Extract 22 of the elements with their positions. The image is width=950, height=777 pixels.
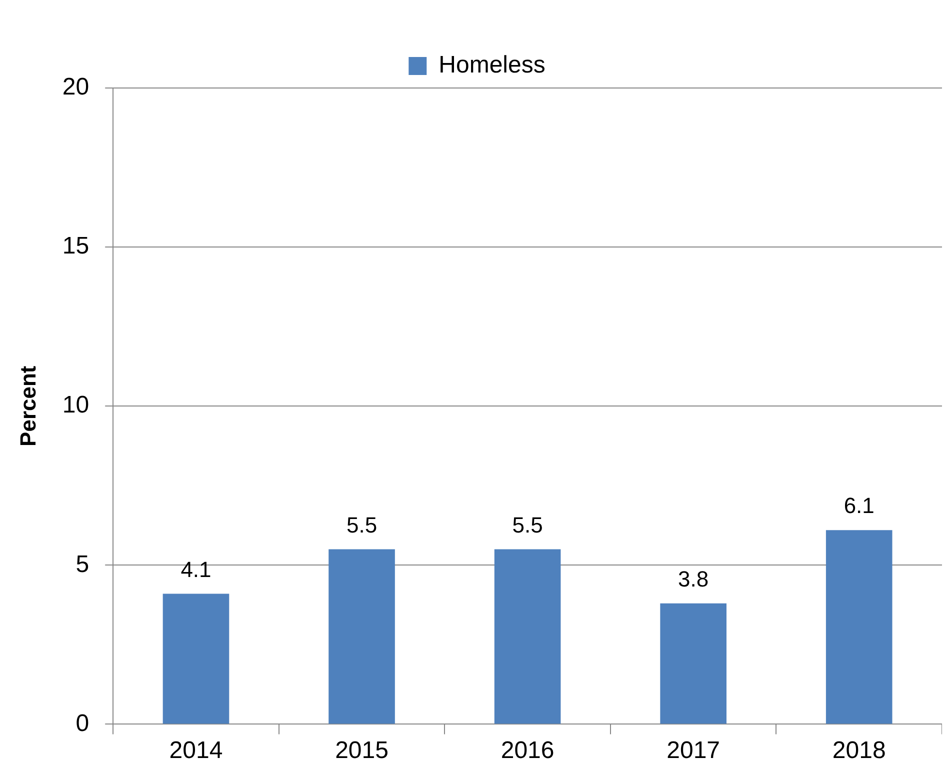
y-tick-label: 0 (76, 710, 90, 737)
bar (660, 603, 726, 724)
y-tick-label: 20 (62, 74, 90, 101)
y-tick-label: 5 (76, 550, 90, 578)
data-label: 6.1 (844, 493, 874, 518)
x-tick-label: 2014 (169, 737, 223, 764)
bar (494, 549, 561, 724)
bar (826, 530, 892, 724)
legend-label: Homeless (438, 52, 546, 79)
data-label: 5.5 (346, 512, 378, 538)
y-axis-title: Percent (15, 365, 40, 446)
y-tick-label: 15 (62, 232, 90, 260)
x-tick-label: 2016 (500, 737, 554, 764)
bar (328, 549, 395, 724)
data-label: 5.5 (512, 512, 543, 538)
y-tick-label: 10 (62, 392, 90, 419)
x-tick-label: 2017 (666, 737, 720, 764)
x-tick-label: 2018 (832, 737, 886, 764)
data-label: 4.1 (180, 556, 212, 582)
x-tick-label: 2015 (335, 737, 388, 764)
data-label: 3.8 (678, 566, 709, 592)
bar (162, 594, 230, 724)
